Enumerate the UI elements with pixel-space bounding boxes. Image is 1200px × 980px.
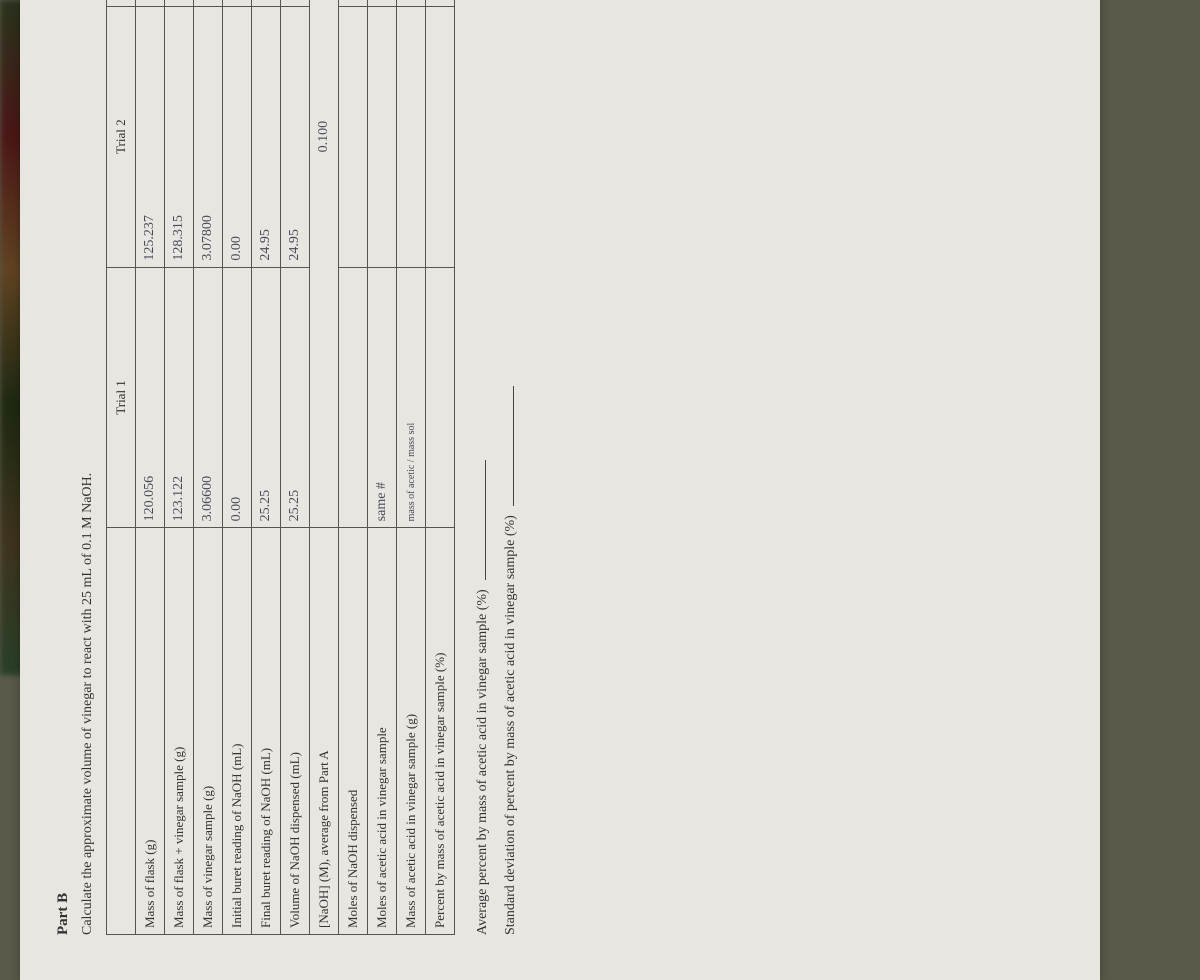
table-row: Mass of flask (g) 120.056 125.237 128.32… xyxy=(136,0,165,935)
data-table: Trial 1 Trial 2 Trial 3 Mass of flask (g… xyxy=(106,0,455,935)
cell xyxy=(426,0,455,6)
cell: 3.59000 xyxy=(194,0,223,6)
row-label: Moles of acetic acid in vinegar sample xyxy=(368,528,397,935)
worksheet-paper: Part B CHEM 181 Experiment #5 Calculate … xyxy=(20,0,1100,980)
footer-text-average: Average percent by mass of acetic acid i… xyxy=(475,589,490,935)
row-label: [NaOH] (M), average from Part A xyxy=(310,528,339,935)
table-row: [NaOH] (M), average from Part A 0.100 xyxy=(310,0,339,935)
row-label: Percent by mass of acetic acid in vinega… xyxy=(426,528,455,935)
header-row: Part B CHEM 181 Experiment #5 xyxy=(55,0,72,935)
table-header-row: Trial 1 Trial 2 Trial 3 xyxy=(107,0,136,935)
table-row: Mass of flask + vinegar sample (g) 123.1… xyxy=(165,0,194,935)
cell: 120.056 xyxy=(136,267,165,528)
cell: 24.95 xyxy=(281,6,310,267)
table-row: Mass of acetic acid in vinegar sample (g… xyxy=(397,0,426,935)
table-row: Moles of acetic acid in vinegar sample s… xyxy=(368,0,397,935)
table-row: Mass of vinegar sample (g) 3.06600 3.078… xyxy=(194,0,223,935)
cell: 128.315 xyxy=(165,6,194,267)
table-row: Percent by mass of acetic acid in vinega… xyxy=(426,0,455,935)
cell: 3.06600 xyxy=(194,267,223,528)
part-label: Part B xyxy=(55,893,72,935)
row-label: Initial buret reading of NaOH (mL) xyxy=(223,528,252,935)
cell: 24.95 xyxy=(252,6,281,267)
cell xyxy=(368,6,397,267)
footer-line-average: Average percent by mass of acetic acid i… xyxy=(475,0,491,935)
row-label: Mass of vinegar sample (g) xyxy=(194,528,223,935)
cell: 3.07800 xyxy=(194,6,223,267)
cell-merged: 0.100 xyxy=(310,0,339,528)
footer-section: Average percent by mass of acetic acid i… xyxy=(475,0,519,935)
cell: 26.05 xyxy=(252,0,281,6)
cell: 123.122 xyxy=(165,267,194,528)
footer-text-stddev: Standard deviation of percent by mass of… xyxy=(503,515,518,935)
cell: 128.321 xyxy=(136,0,165,6)
col-header-trial2: Trial 2 xyxy=(107,6,136,267)
cell: 0.00 xyxy=(223,267,252,528)
cell: 0.00 xyxy=(223,6,252,267)
cell xyxy=(426,267,455,528)
col-header-trial1: Trial 1 xyxy=(107,267,136,528)
row-label: Mass of flask (g) xyxy=(136,528,165,935)
cell xyxy=(426,6,455,267)
cell xyxy=(339,6,368,267)
cell xyxy=(339,267,368,528)
table-row: Moles of NaOH dispensed xyxy=(339,0,368,935)
cell xyxy=(397,0,426,6)
table-row: Volume of NaOH dispensed (mL) 25.25 24.9… xyxy=(281,0,310,935)
row-label: Volume of NaOH dispensed (mL) xyxy=(281,528,310,935)
footer-line-stddev: Standard deviation of percent by mass of… xyxy=(503,0,519,935)
row-label: Mass of flask + vinegar sample (g) xyxy=(165,528,194,935)
row-label: Mass of acetic acid in vinegar sample (g… xyxy=(397,528,426,935)
cell xyxy=(397,6,426,267)
cell: mass of acetic / mass sol xyxy=(397,267,426,528)
cell: 131.911 xyxy=(165,0,194,6)
table-row: Initial buret reading of NaOH (mL) 0.00 … xyxy=(223,0,252,935)
row-label: Final buret reading of NaOH (mL) xyxy=(252,528,281,935)
blank-line xyxy=(513,386,514,506)
cell: 125.237 xyxy=(136,6,165,267)
col-header-trial3: Trial 3 xyxy=(107,0,136,6)
instruction-text: Calculate the approximate volume of vine… xyxy=(80,0,96,935)
cell: 0.00 xyxy=(223,0,252,6)
cell: 26.05 xyxy=(281,0,310,6)
cell: 25.25 xyxy=(252,267,281,528)
cell xyxy=(368,0,397,6)
row-label: Moles of NaOH dispensed xyxy=(339,528,368,935)
cell xyxy=(339,0,368,6)
table-row: Final buret reading of NaOH (mL) 25.25 2… xyxy=(252,0,281,935)
cell: same # xyxy=(368,267,397,528)
cell: 25.25 xyxy=(281,267,310,528)
blank-line xyxy=(485,460,486,580)
col-header-blank xyxy=(107,528,136,935)
